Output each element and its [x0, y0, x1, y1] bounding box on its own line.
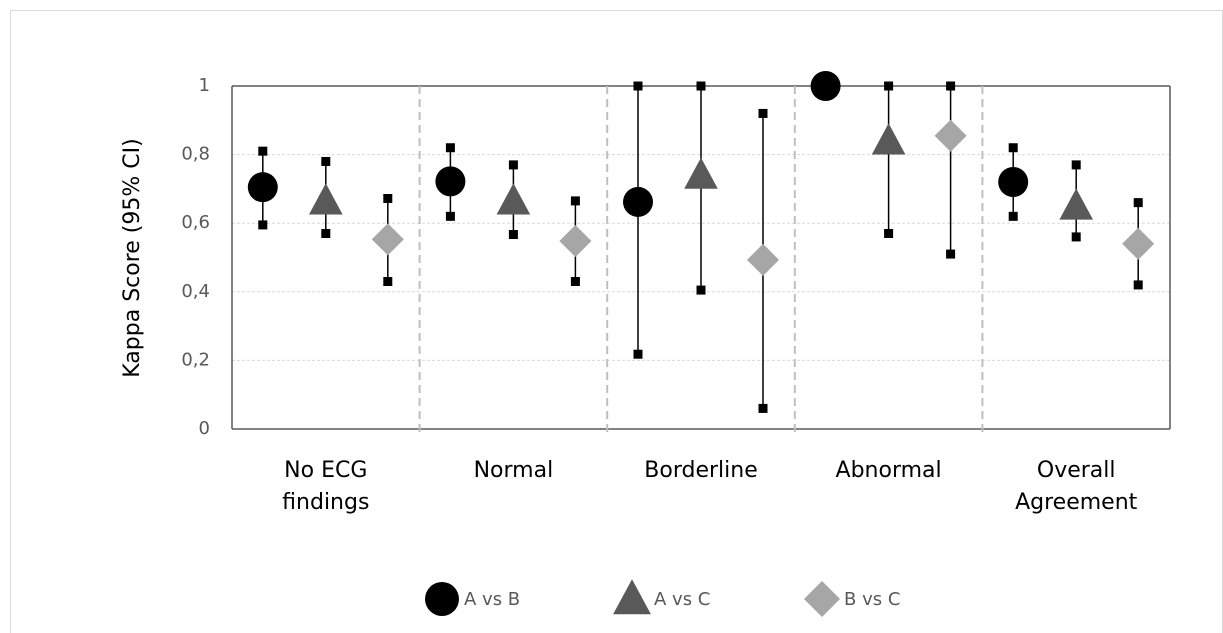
- legend-label: B vs C: [844, 589, 900, 610]
- error-cap-high: [1071, 160, 1081, 170]
- error-cap-high: [1133, 198, 1143, 208]
- error-cap-high: [633, 81, 643, 91]
- error-cap-high: [445, 143, 455, 153]
- error-cap-low: [445, 211, 455, 221]
- error-cap-high: [258, 146, 268, 156]
- marker: [684, 157, 718, 189]
- legend-marker: [425, 582, 459, 616]
- y-tick-label: 0,6: [181, 212, 210, 233]
- marker: [1122, 227, 1155, 260]
- error-cap-high: [946, 81, 956, 91]
- marker: [559, 225, 592, 258]
- error-cap-low: [383, 277, 393, 287]
- legend-label: A vs C: [654, 589, 710, 610]
- error-cap-low: [1071, 232, 1081, 242]
- error-cap-high: [696, 81, 706, 91]
- legend-label: A vs B: [464, 589, 520, 610]
- error-cap-low: [1008, 211, 1018, 221]
- x-tick-label: Normal: [473, 458, 554, 483]
- error-cap-high: [758, 108, 768, 118]
- y-tick-label: 0,2: [181, 349, 210, 370]
- y-axis-label: Kappa Score (95% CI): [120, 138, 145, 377]
- marker: [810, 71, 841, 101]
- error-cap-high: [321, 156, 331, 166]
- marker: [247, 172, 278, 203]
- error-cap-low: [696, 285, 706, 295]
- x-tick-label: No ECG findings: [282, 458, 370, 515]
- error-cap-low: [884, 228, 894, 238]
- x-tick-label: Abnormal: [835, 458, 942, 483]
- error-cap-high: [383, 194, 393, 204]
- y-tick-label: 0: [199, 418, 210, 439]
- legend-marker: [613, 579, 651, 615]
- marker: [623, 186, 653, 217]
- y-tick-label: 0,4: [181, 281, 210, 302]
- error-cap-high: [508, 160, 518, 170]
- marker: [435, 166, 466, 197]
- marker: [371, 223, 404, 256]
- legend-marker: [804, 581, 840, 617]
- chart-border: [10, 10, 1223, 633]
- error-cap-low: [258, 220, 268, 230]
- error-cap-low: [633, 349, 643, 359]
- y-tick-label: 0,8: [181, 144, 210, 165]
- error-cap-low: [321, 228, 331, 238]
- y-tick-label: 1: [199, 75, 210, 96]
- x-tick-label: Overall Agreement: [1015, 458, 1138, 515]
- marker: [309, 183, 343, 215]
- marker: [1059, 188, 1093, 220]
- marker: [934, 119, 967, 152]
- marker: [496, 183, 531, 215]
- error-cap-low: [508, 230, 518, 240]
- error-cap-low: [1133, 280, 1143, 290]
- error-cap-high: [570, 196, 580, 206]
- error-cap-high: [1008, 143, 1018, 153]
- marker: [998, 167, 1029, 198]
- marker: [871, 123, 906, 155]
- error-cap-low: [946, 249, 956, 259]
- x-tick-label: Borderline: [644, 458, 758, 483]
- error-cap-low: [758, 403, 768, 413]
- error-cap-high: [884, 81, 894, 91]
- marker: [747, 243, 779, 276]
- error-cap-low: [570, 277, 580, 287]
